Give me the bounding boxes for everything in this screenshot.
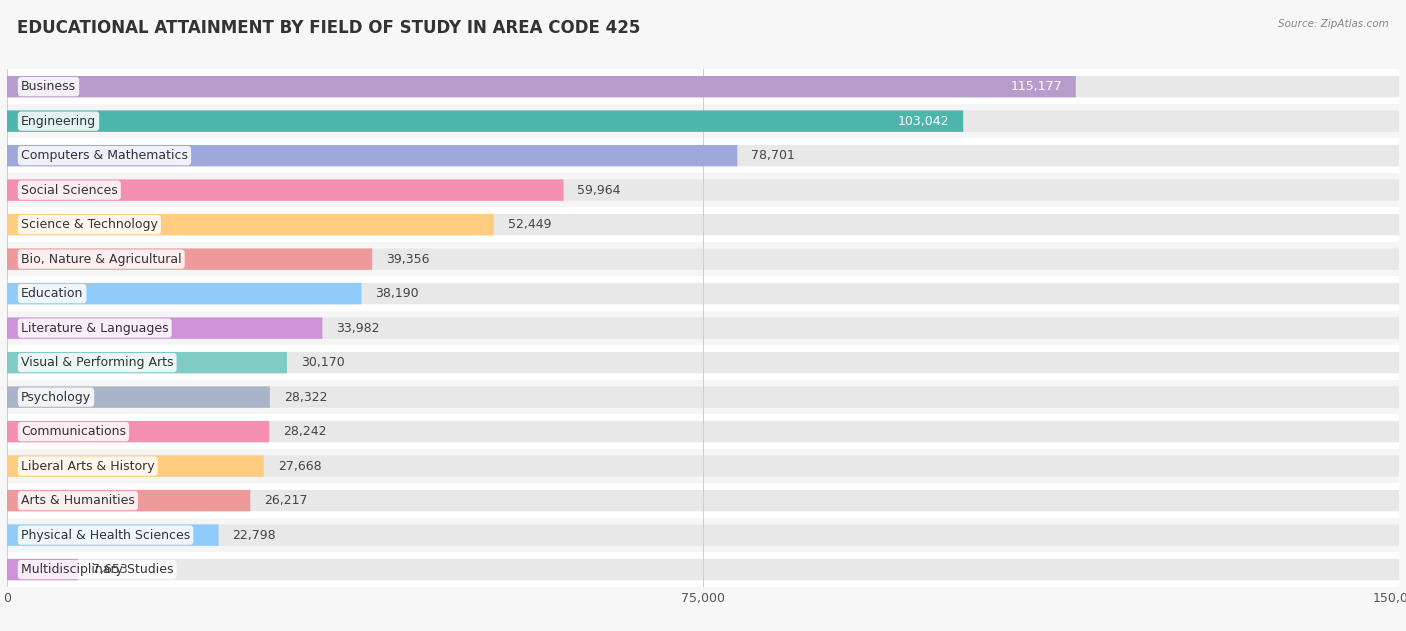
Text: 26,217: 26,217 [264,494,308,507]
Text: 27,668: 27,668 [278,459,322,473]
FancyBboxPatch shape [7,386,270,408]
Text: Literature & Languages: Literature & Languages [21,322,169,334]
Text: 28,322: 28,322 [284,391,328,404]
Text: 59,964: 59,964 [578,184,621,197]
FancyBboxPatch shape [7,559,1399,581]
Text: EDUCATIONAL ATTAINMENT BY FIELD OF STUDY IN AREA CODE 425: EDUCATIONAL ATTAINMENT BY FIELD OF STUDY… [17,19,640,37]
FancyBboxPatch shape [7,214,494,235]
FancyBboxPatch shape [7,69,1399,104]
FancyBboxPatch shape [7,76,1399,97]
FancyBboxPatch shape [7,317,1399,339]
Text: Visual & Performing Arts: Visual & Performing Arts [21,356,173,369]
FancyBboxPatch shape [7,456,264,477]
FancyBboxPatch shape [7,249,1399,270]
Text: Computers & Mathematics: Computers & Mathematics [21,149,188,162]
Text: Social Sciences: Social Sciences [21,184,118,197]
FancyBboxPatch shape [7,352,287,374]
FancyBboxPatch shape [7,283,1399,304]
Text: 103,042: 103,042 [898,115,949,127]
FancyBboxPatch shape [7,559,79,581]
Text: Psychology: Psychology [21,391,91,404]
Text: 30,170: 30,170 [301,356,344,369]
FancyBboxPatch shape [7,524,1399,546]
Text: Engineering: Engineering [21,115,96,127]
FancyBboxPatch shape [7,380,1399,415]
Text: 28,242: 28,242 [283,425,326,438]
Text: Multidisciplinary Studies: Multidisciplinary Studies [21,563,173,576]
FancyBboxPatch shape [7,145,737,167]
Text: 7,653: 7,653 [91,563,128,576]
FancyBboxPatch shape [7,449,1399,483]
Text: Bio, Nature & Agricultural: Bio, Nature & Agricultural [21,252,181,266]
Text: Liberal Arts & History: Liberal Arts & History [21,459,155,473]
Text: 38,190: 38,190 [375,287,419,300]
FancyBboxPatch shape [7,145,1399,167]
FancyBboxPatch shape [7,317,322,339]
Text: Education: Education [21,287,83,300]
FancyBboxPatch shape [7,552,1399,587]
FancyBboxPatch shape [7,214,1399,235]
Text: 22,798: 22,798 [232,529,276,541]
Text: 52,449: 52,449 [508,218,551,231]
FancyBboxPatch shape [7,110,963,132]
FancyBboxPatch shape [7,311,1399,345]
Text: 33,982: 33,982 [336,322,380,334]
Text: 39,356: 39,356 [387,252,430,266]
FancyBboxPatch shape [7,138,1399,173]
Text: Science & Technology: Science & Technology [21,218,157,231]
FancyBboxPatch shape [7,276,1399,311]
FancyBboxPatch shape [7,483,1399,518]
Text: Source: ZipAtlas.com: Source: ZipAtlas.com [1278,19,1389,29]
FancyBboxPatch shape [7,283,361,304]
FancyBboxPatch shape [7,179,564,201]
Text: Physical & Health Sciences: Physical & Health Sciences [21,529,190,541]
FancyBboxPatch shape [7,110,1399,132]
FancyBboxPatch shape [7,173,1399,208]
FancyBboxPatch shape [7,415,1399,449]
FancyBboxPatch shape [7,249,373,270]
FancyBboxPatch shape [7,242,1399,276]
Text: Communications: Communications [21,425,127,438]
FancyBboxPatch shape [7,345,1399,380]
FancyBboxPatch shape [7,456,1399,477]
FancyBboxPatch shape [7,179,1399,201]
FancyBboxPatch shape [7,524,218,546]
FancyBboxPatch shape [7,490,1399,511]
FancyBboxPatch shape [7,386,1399,408]
FancyBboxPatch shape [7,421,269,442]
FancyBboxPatch shape [7,208,1399,242]
FancyBboxPatch shape [7,518,1399,552]
FancyBboxPatch shape [7,352,1399,374]
Text: Business: Business [21,80,76,93]
FancyBboxPatch shape [7,490,250,511]
Text: 115,177: 115,177 [1011,80,1062,93]
FancyBboxPatch shape [7,104,1399,138]
Text: 78,701: 78,701 [751,149,796,162]
Text: Arts & Humanities: Arts & Humanities [21,494,135,507]
FancyBboxPatch shape [7,421,1399,442]
FancyBboxPatch shape [7,76,1076,97]
